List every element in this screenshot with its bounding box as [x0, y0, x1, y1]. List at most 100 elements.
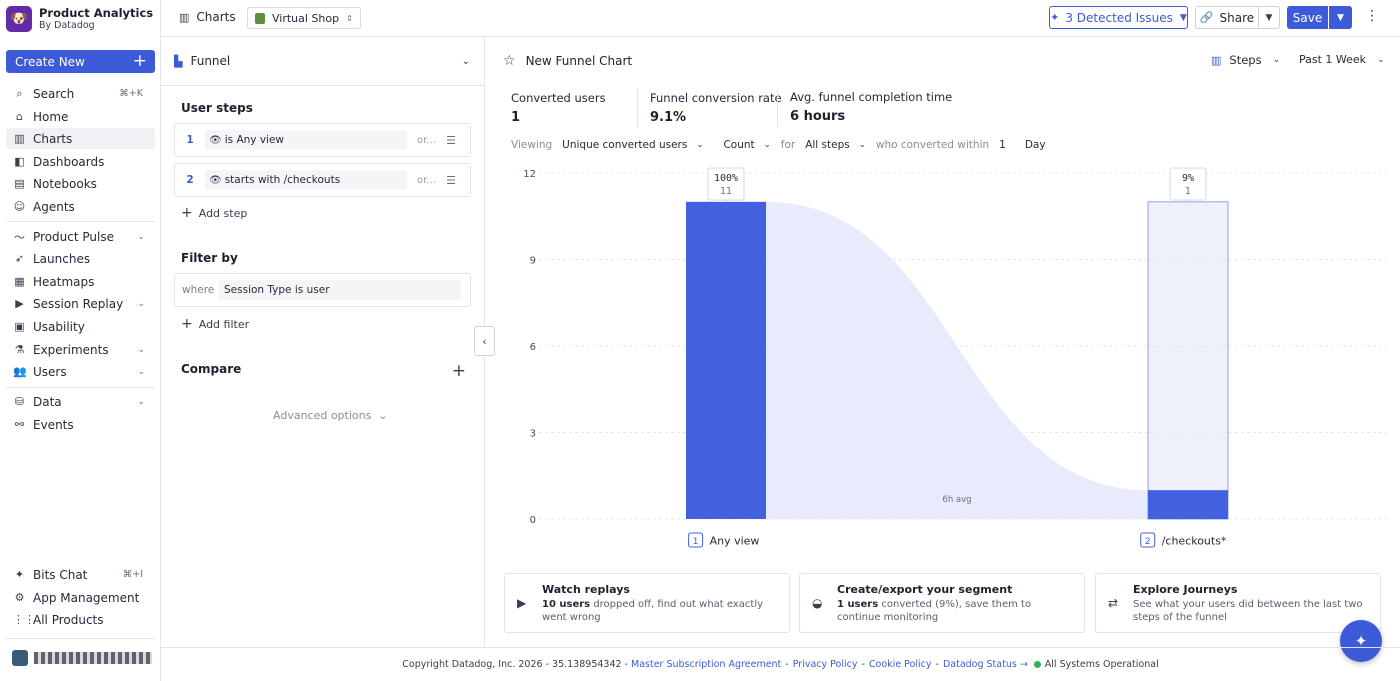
nav-item-charts[interactable]: ▥ Charts — [6, 128, 155, 149]
nav-item-home[interactable]: ⌂ Home — [6, 106, 155, 127]
kpi-divider — [637, 90, 638, 126]
step-number-box — [1140, 532, 1156, 548]
add-compare-icon[interactable]: + — [451, 361, 466, 381]
datadog-status-link[interactable]: Datadog Status → — [942, 659, 1028, 670]
nav-item-dashboards[interactable]: ◧ Dashboards — [14, 154, 105, 169]
explore-journeys-card[interactable]: ⇄ Explore Journeys See what your users d… — [1095, 573, 1381, 633]
chevron-down-icon: ⌄ — [137, 366, 145, 377]
nav-item-product-pulse[interactable]: 〜 Product Pulse ⌄ — [14, 229, 145, 244]
step-number-label: 2 — [1145, 537, 1151, 547]
funnel-chart: 0 3 6 9 12 100% 11 9% 1 6h avg 1 Any view 2/checkout… — [523, 167, 1387, 548]
step-condition[interactable]: 👁 starts with /checkouts — [205, 170, 407, 190]
dropoff-bar — [1147, 201, 1229, 520]
y-tick-label: 12 — [523, 169, 536, 180]
sparkle-icon: ✦ — [1050, 11, 1060, 24]
nav-divider — [6, 638, 155, 639]
nav-item-all-products[interactable]: ⋮⋮ All Products — [13, 612, 104, 627]
y-tick-label: 0 — [530, 515, 536, 526]
step-or-button[interactable]: or... — [417, 174, 436, 186]
nav-item-notebooks[interactable]: ▤ Notebooks — [14, 176, 97, 191]
visualization-selector[interactable]: ▙ Funnel ⌄ — [161, 37, 484, 86]
funnel-flow-area — [766, 201, 1148, 520]
percent-label: 100% — [714, 173, 738, 184]
filter-icon[interactable]: ☰ — [446, 173, 456, 187]
share-button[interactable]: 🔗 Share — [1195, 6, 1259, 29]
chevron-down-icon: ⌄ — [137, 344, 145, 355]
filter-condition[interactable]: Session Type is user — [218, 280, 461, 300]
step-condition[interactable]: 👁 is Any view — [205, 130, 407, 150]
nav-item-experiments[interactable]: ⚗ Experiments ⌄ — [14, 342, 145, 357]
nav-item-app-management[interactable]: ⚙ App Management — [14, 590, 140, 605]
watch-replays-card[interactable]: ▶ Watch replays 10 users dropped off, fi… — [504, 573, 790, 633]
brand-title: Product Analytics — [39, 6, 154, 20]
brand[interactable]: 🐶 Product Analytics By Datadog — [6, 6, 153, 32]
conversion-window-input[interactable]: 1 — [999, 139, 1006, 151]
nav-item-search[interactable]: ⌕ Search ⌘+K — [6, 83, 155, 104]
measure-selector[interactable]: Unique converted users ⌄ — [562, 139, 704, 151]
nav-item-data[interactable]: ⛁ Data ⌄ — [14, 394, 145, 409]
nav-item-agents[interactable]: ☺ Agents — [13, 199, 75, 214]
privacy-policy-link[interactable]: Privacy Policy — [792, 659, 858, 670]
share-options-button[interactable]: ▼ — [1258, 6, 1280, 29]
add-filter-button[interactable]: + Add filter — [181, 316, 250, 332]
nav-item-heatmaps[interactable]: ▦ Heatmaps — [14, 274, 95, 289]
sparkle-icon: ✦ — [14, 568, 25, 581]
x-category-label: Any view — [710, 535, 760, 548]
add-step-button[interactable]: + Add step — [181, 205, 248, 221]
breadcrumb[interactable]: ▥ Charts — [179, 10, 236, 24]
copyright-text: Copyright Datadog, Inc. 2026 - 35.138954… — [402, 659, 628, 670]
chart-title[interactable]: New Funnel Chart — [525, 54, 633, 68]
time-range-selector[interactable]: Past 1 Week ⌄ — [1299, 53, 1385, 66]
nav-divider — [6, 221, 155, 222]
filter-icon[interactable]: ☰ — [446, 133, 456, 147]
chart-title-row: ☆ New Funnel Chart — [503, 53, 632, 69]
search-shortcut: ⌘+K — [119, 88, 143, 99]
chevron-down-icon: ⌄ — [696, 140, 704, 150]
collapse-panel-button[interactable]: ‹ — [474, 326, 495, 356]
chevron-down-icon: ⌄ — [858, 140, 866, 150]
nav-item-bits-chat[interactable]: ✦ Bits Chat ⌘+I — [14, 567, 143, 582]
usability-icon: ▣ — [14, 320, 25, 333]
step-number-box — [688, 532, 704, 548]
eye-icon: 👁 — [209, 134, 222, 146]
chevron-down-icon: ⌄ — [1272, 55, 1281, 65]
chevron-down-icon: ⌄ — [378, 409, 388, 422]
user-account[interactable] — [12, 650, 152, 666]
star-icon[interactable]: ☆ — [503, 53, 516, 69]
nav-item-usability[interactable]: ▣ Usability — [14, 319, 85, 334]
application-selector[interactable]: Virtual Shop ⇕ — [247, 7, 361, 29]
bits-ai-assistant-button[interactable]: ✦ — [1340, 620, 1382, 662]
nav-item-users[interactable]: 👥 Users ⌄ — [13, 364, 145, 379]
query-config-panel: ▙ Funnel ⌄ User steps 1 👁 is Any view or… — [161, 37, 485, 647]
create-new-label: Create New — [15, 54, 85, 69]
step-number-label: 1 — [693, 537, 699, 547]
data-label: 11 — [720, 186, 732, 197]
steps-scope-selector[interactable]: All steps ⌄ — [805, 139, 866, 151]
advanced-options-toggle[interactable]: Advanced options ⌄ — [273, 409, 388, 422]
nav-item-events[interactable]: ⚯ Events — [14, 417, 74, 432]
data-label: 1 — [1185, 186, 1191, 197]
conversion-window-unit[interactable]: Day — [1024, 139, 1046, 151]
chart-area: ☆ New Funnel Chart ▥ Steps ⌄ Past 1 Week… — [485, 37, 1400, 647]
left-navigation: 🐶 Product Analytics By Datadog Create Ne… — [0, 0, 161, 681]
more-options-icon[interactable]: ⋮ — [1365, 8, 1379, 24]
bar-chart-icon: ▥ — [1211, 53, 1222, 67]
create-new-button[interactable]: Create New + — [6, 50, 155, 73]
caret-down-icon: ▼ — [1337, 12, 1344, 23]
notebook-icon: ▤ — [14, 177, 25, 190]
nav-item-launches[interactable]: ➶ Launches — [14, 251, 91, 266]
nav-item-session-replay[interactable]: ▶ Session Replay ⌄ — [6, 293, 155, 314]
save-button[interactable]: Save — [1287, 6, 1328, 29]
detected-issues-button[interactable]: ✦ 3 Detected Issues ▼ — [1049, 6, 1188, 29]
export-segment-card[interactable]: ◒ Create/export your segment 1 users con… — [799, 573, 1085, 633]
user-steps-title: User steps — [181, 101, 253, 115]
aggregation-selector[interactable]: Count ⌄ — [723, 139, 771, 151]
breadcrumb-charts: Charts — [196, 10, 236, 24]
step-number: 1 — [186, 134, 194, 146]
step-or-button[interactable]: or... — [417, 134, 436, 146]
compare-title: Compare — [181, 362, 242, 376]
steps-selector[interactable]: ▥ Steps ⌄ — [1211, 53, 1281, 67]
cookie-policy-link[interactable]: Cookie Policy — [868, 659, 932, 670]
save-options-button[interactable]: ▼ — [1329, 6, 1352, 29]
msa-link[interactable]: Master Subscription Agreement — [631, 659, 782, 670]
